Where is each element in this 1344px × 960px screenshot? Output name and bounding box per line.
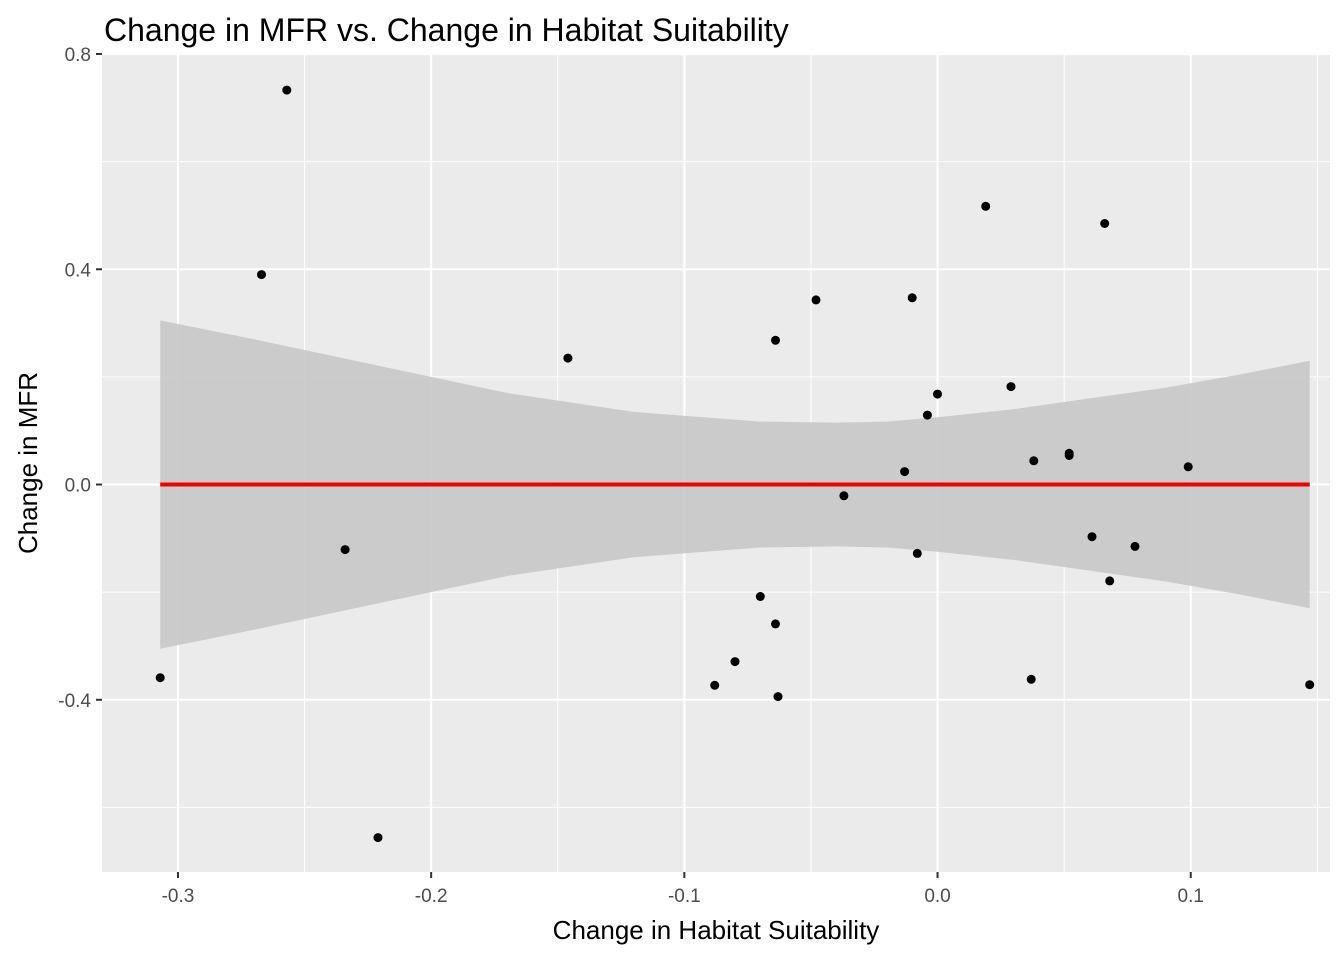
data-point [710,680,720,690]
data-point [1100,219,1110,228]
data-point [563,353,573,363]
y-tick-label: -0.4 [58,691,91,712]
y-axis-ticks: -0.4 0.0 0.4 0.8 [58,45,102,712]
data-point [282,85,292,95]
data-point [773,692,783,702]
data-point [912,548,922,558]
data-point [933,389,942,399]
data-point [981,201,991,211]
data-point [1130,541,1140,551]
data-point [257,270,266,280]
data-point [1026,674,1036,684]
data-point [900,467,910,477]
x-axis-ticks: -0.3 -0.2 -0.1 0.0 0.1 [162,872,1204,907]
y-tick-label: 0.8 [65,45,91,66]
data-point [771,335,780,345]
data-point [373,833,383,843]
x-axis-title: Change in Habitat Suitability [553,915,880,945]
data-point [839,491,849,501]
data-point [1087,532,1097,542]
x-tick-label: -0.1 [668,886,701,907]
data-point [907,293,917,303]
x-tick-label: 0.1 [1178,886,1204,907]
data-point [1305,680,1315,690]
data-point [1105,576,1115,586]
data-point [1183,462,1193,472]
data-point [730,657,740,667]
data-point [155,673,165,683]
x-tick-label: 0.0 [924,886,950,907]
x-tick-label: -0.3 [162,886,195,907]
data-point [811,295,821,305]
data-point [922,410,932,420]
data-point [1029,456,1039,466]
data-point [771,619,780,629]
data-point [755,592,765,601]
data-points [155,85,1315,843]
y-tick-label: 0.4 [65,260,92,281]
chart-title: Change in MFR vs. Change in Habitat Suit… [104,12,789,48]
data-point [1006,382,1016,392]
y-axis-title: Change in MFR [13,372,43,554]
data-point [1064,448,1074,458]
y-tick-label: 0.0 [65,476,91,497]
x-tick-label: -0.2 [415,886,448,907]
data-point [340,545,350,555]
